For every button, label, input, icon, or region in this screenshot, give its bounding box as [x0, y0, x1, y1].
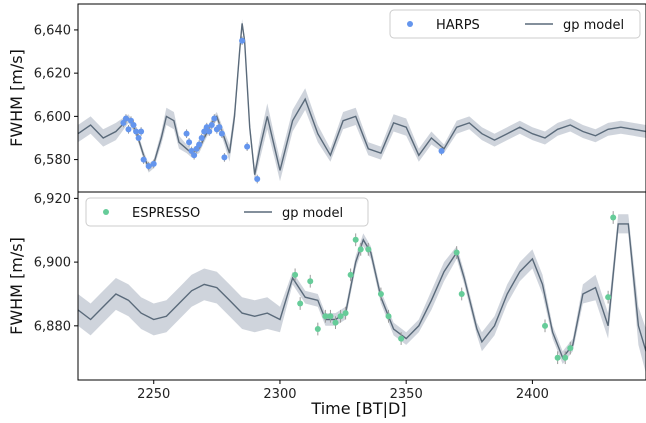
data-point: [135, 134, 142, 141]
data-point: [453, 249, 460, 256]
x-tick-label: 2400: [516, 387, 549, 402]
data-point: [322, 313, 329, 320]
data-point: [327, 313, 334, 320]
data-point: [150, 160, 157, 167]
data-point: [120, 119, 127, 126]
data-point: [186, 139, 193, 146]
data-point: [562, 354, 569, 361]
y-tick-label: 6,920: [34, 192, 71, 207]
data-point: [196, 141, 203, 148]
data-point: [567, 345, 574, 352]
legend-marker: [103, 209, 109, 215]
data-point: [314, 326, 321, 333]
data-point: [337, 313, 344, 320]
data-point: [307, 278, 314, 285]
data-point: [297, 300, 304, 307]
x-tick-label: 2250: [137, 387, 170, 402]
data-point: [145, 163, 152, 170]
data-point: [193, 145, 200, 152]
data-point: [292, 271, 299, 278]
data-point: [198, 134, 205, 141]
data-point: [377, 290, 384, 297]
data-point: [122, 115, 129, 122]
bottom-panel: 6,880 6,900 6,920 2250 2300 2350 2400 FWHM [m/s…: [7, 191, 646, 402]
data-point: [221, 154, 228, 161]
y-tick-label: 6,580: [34, 153, 71, 168]
data-point: [188, 147, 195, 154]
data-point: [342, 310, 349, 317]
data-point: [398, 335, 405, 342]
y-tick-label: 6,640: [34, 23, 71, 38]
data-point: [458, 290, 465, 297]
data-point: [385, 313, 392, 320]
gp-model-line: [78, 223, 646, 360]
data-point: [191, 152, 198, 159]
y-axis-label: FWHM [m/s]: [7, 49, 26, 147]
legend-marker: [407, 21, 413, 27]
data-point: [254, 176, 261, 183]
data-point: [218, 130, 225, 137]
legend: HARPS gp model: [389, 9, 641, 39]
y-axis-label: FWHM [m/s]: [7, 237, 26, 335]
y-tick-label: 6,880: [34, 319, 71, 334]
data-point: [183, 130, 190, 137]
gp-model-line: [78, 23, 646, 175]
data-point: [140, 156, 147, 163]
data-point: [138, 128, 145, 135]
data-point: [133, 128, 140, 135]
data-point: [610, 214, 617, 221]
data-point: [239, 37, 246, 44]
data-point: [211, 115, 218, 122]
data-point: [605, 294, 612, 301]
data-point: [125, 126, 132, 133]
plot-frame: [77, 191, 646, 381]
x-axis-label: Time [BT|D]: [310, 399, 406, 418]
data-point: [357, 246, 364, 253]
data-point: [365, 246, 372, 253]
legend-label: ESPRESSO: [132, 206, 200, 221]
legend-label: HARPS: [436, 18, 480, 33]
data-point: [201, 128, 208, 135]
data-point: [128, 117, 135, 124]
y-tick-label: 6,600: [34, 110, 71, 125]
data-point: [347, 271, 354, 278]
legend-box: [85, 197, 369, 227]
x-tick-label: 2350: [390, 387, 423, 402]
data-point: [438, 147, 445, 154]
legend-label: gp model: [282, 206, 343, 221]
legend-box: [389, 9, 641, 39]
legend: ESPRESSO gp model: [85, 197, 369, 227]
data-point: [216, 124, 223, 131]
data-point: [352, 236, 359, 243]
x-tick-label: 2300: [263, 387, 296, 402]
y-tick-label: 6,900: [34, 256, 71, 271]
data-point: [130, 122, 137, 129]
gp-uncertainty-band: [78, 19, 646, 182]
y-tick-label: 6,620: [34, 67, 71, 82]
data-point: [554, 354, 561, 361]
data-point: [206, 128, 213, 135]
data-point: [542, 322, 549, 329]
data-point: [203, 124, 210, 131]
data-point: [332, 319, 339, 326]
top-panel: 6,580 6,600 6,620 6,640 FWHM [m/s] HARPS gp mo…: [7, 3, 646, 193]
legend-label: gp model: [563, 18, 624, 33]
data-point: [244, 143, 251, 150]
gp-uncertainty-band: [78, 214, 646, 374]
data-point: [208, 122, 215, 129]
